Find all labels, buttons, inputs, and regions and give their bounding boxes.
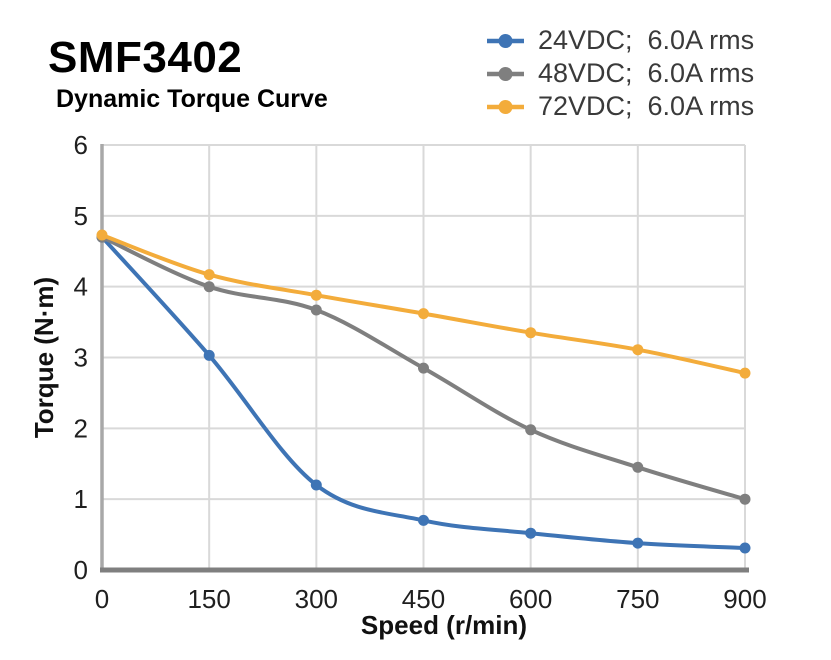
data-point-marker <box>632 461 644 473</box>
data-point-marker <box>632 344 644 356</box>
data-point-marker <box>96 229 108 241</box>
x-tick-label: 750 <box>616 584 659 614</box>
x-tick-label: 450 <box>402 584 445 614</box>
x-tick-label: 300 <box>295 584 338 614</box>
data-point-marker <box>310 479 322 491</box>
data-point-marker <box>739 542 751 554</box>
legend-item-48vdc: 48VDC; 6.0A rms <box>487 57 754 90</box>
line-marker-icon <box>487 66 524 81</box>
legend: 24VDC; 6.0A rms 48VDC; 6.0A rms 72VDC; 6… <box>487 24 754 123</box>
x-tick-label: 0 <box>95 584 109 614</box>
data-point-marker <box>525 424 537 436</box>
legend-item-24vdc: 24VDC; 6.0A rms <box>487 24 754 57</box>
data-point-marker <box>739 367 751 379</box>
x-axis-title: Speed (r/min) <box>361 610 527 640</box>
data-point-marker <box>418 514 429 526</box>
x-tick-label: 900 <box>723 584 766 614</box>
legend-item-72vdc: 72VDC; 6.0A rms <box>487 90 754 123</box>
data-point-marker <box>525 327 537 339</box>
y-tick-label: 2 <box>74 413 88 443</box>
y-tick-label: 3 <box>74 343 88 373</box>
legend-label-72vdc: 72VDC; 6.0A rms <box>538 91 755 121</box>
x-tick-label: 150 <box>187 584 230 614</box>
y-axis-title: Torque (N·m) <box>29 277 59 438</box>
data-point-marker <box>632 537 644 549</box>
data-point-marker <box>203 269 215 281</box>
data-point-marker <box>525 527 537 539</box>
y-tick-label: 1 <box>74 484 88 514</box>
page-subtitle: Dynamic Torque Curve <box>56 85 328 113</box>
chart-header: SMF3402 Dynamic Torque Curve <box>48 36 328 114</box>
data-point-marker <box>310 289 322 301</box>
y-tick-label: 4 <box>74 272 88 302</box>
data-point-marker <box>203 281 215 293</box>
y-tick-label: 5 <box>74 201 88 231</box>
page-title: SMF3402 <box>48 33 243 82</box>
data-point-marker <box>310 304 322 316</box>
data-point-marker <box>203 349 215 361</box>
data-point-marker <box>739 493 751 505</box>
legend-label-48vdc: 48VDC; 6.0A rms <box>538 58 755 88</box>
data-point-marker <box>418 308 429 320</box>
y-tick-label: 6 <box>74 130 88 160</box>
line-marker-icon <box>487 99 524 114</box>
line-marker-icon <box>487 33 524 48</box>
legend-label-24vdc: 24VDC; 6.0A rms <box>538 25 755 55</box>
y-tick-label: 0 <box>74 555 88 585</box>
data-point-marker <box>418 362 429 374</box>
x-tick-label: 600 <box>509 584 552 614</box>
